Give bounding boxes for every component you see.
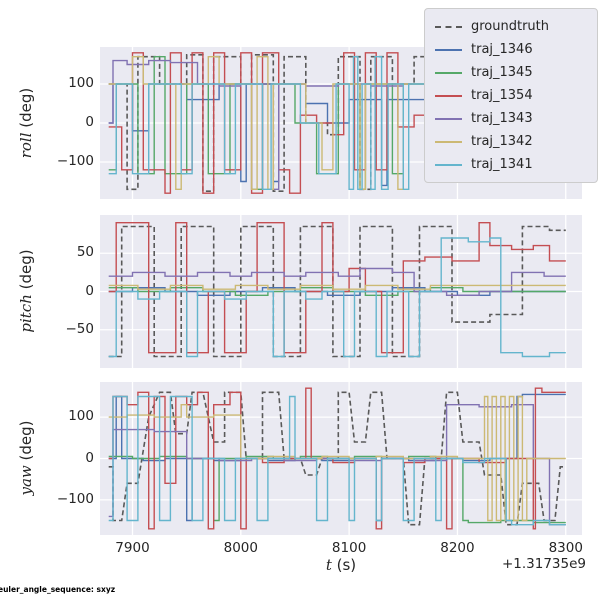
legend-entry-groundtruth: groundtruth	[435, 15, 587, 38]
x-tick-label: 8200	[440, 540, 475, 556]
yaw-axis-label-var: yaw	[17, 465, 35, 496]
legend-label: traj_1342	[471, 134, 533, 149]
y-tick-label: 0	[85, 282, 94, 299]
y-tick-label: 0	[85, 449, 94, 466]
legend-label: traj_1354	[471, 88, 533, 103]
yaw-plot-canvas	[100, 382, 582, 535]
legend-label: traj_1346	[471, 42, 533, 57]
yaw-subplot	[100, 382, 582, 535]
legend-line-icon	[435, 117, 462, 120]
x-axis-label-unit: (s)	[331, 556, 357, 574]
series-line-traj_1345	[108, 455, 566, 524]
legend-label: traj_1341	[471, 157, 533, 172]
x-tick-label: 7900	[115, 540, 150, 556]
yaw-axis-label-unit: (deg)	[17, 420, 35, 466]
series-line-traj_1341	[108, 237, 566, 358]
yaw-axis-label: yaw (deg)	[17, 420, 35, 495]
series-line-traj_1341	[108, 56, 566, 190]
legend-entry-traj_1341: traj_1341	[435, 153, 587, 176]
legend-line-icon	[435, 71, 462, 74]
series-line-traj_1342	[108, 395, 566, 522]
y-tick-label: 100	[68, 408, 94, 425]
pitch-subplot	[100, 215, 582, 368]
series-line-traj_1343	[108, 404, 566, 526]
pitch-axis-label-var: pitch	[17, 294, 35, 333]
roll-axis-label: roll (deg)	[17, 88, 35, 159]
x-tick-label: 8300	[548, 540, 583, 556]
legend-entry-traj_1342: traj_1342	[435, 130, 587, 153]
legend-line-icon	[435, 25, 462, 28]
pitch-plot-canvas	[100, 215, 582, 368]
y-tick-label: 50	[76, 244, 94, 261]
legend-entry-traj_1343: traj_1343	[435, 107, 587, 130]
euler-sequence-note: euler_angle_sequence: sxyz	[0, 585, 116, 594]
legend-label: traj_1345	[471, 65, 533, 80]
series-line-traj_1342	[108, 284, 566, 290]
series-line-groundtruth	[108, 225, 566, 358]
series-line-traj_1343	[108, 267, 566, 296]
x-tick-label: 8100	[331, 540, 367, 556]
x-axis-offset-text: +1.31735e9	[501, 556, 586, 572]
legend-line-icon	[435, 94, 462, 97]
legend-label: groundtruth	[471, 19, 550, 34]
legend-line-icon	[435, 163, 462, 166]
y-tick-label: 0	[85, 114, 94, 130]
x-axis-label-var: t	[325, 556, 332, 574]
y-tick-label: −50	[65, 320, 95, 337]
legend-entry-traj_1354: traj_1354	[435, 84, 587, 107]
legend-entry-traj_1345: traj_1345	[435, 61, 587, 84]
series-line-traj_1346	[108, 393, 566, 522]
legend-label: traj_1343	[471, 111, 533, 126]
legend-line-icon	[435, 140, 462, 143]
series-line-traj_1341	[108, 395, 566, 526]
x-tick-label: 8000	[223, 540, 258, 556]
roll-axis-label-var: roll	[17, 132, 35, 159]
legend-entry-traj_1346: traj_1346	[435, 38, 587, 61]
y-tick-label: −100	[56, 490, 94, 507]
y-tick-label: 100	[68, 75, 94, 92]
x-axis-label: t (s)	[100, 556, 582, 574]
pitch-axis-label-unit: (deg)	[17, 249, 35, 295]
legend-line-icon	[435, 48, 462, 51]
y-tick-label: −100	[56, 152, 94, 169]
roll-axis-label-unit: (deg)	[17, 87, 35, 133]
pitch-axis-label: pitch (deg)	[17, 249, 35, 332]
